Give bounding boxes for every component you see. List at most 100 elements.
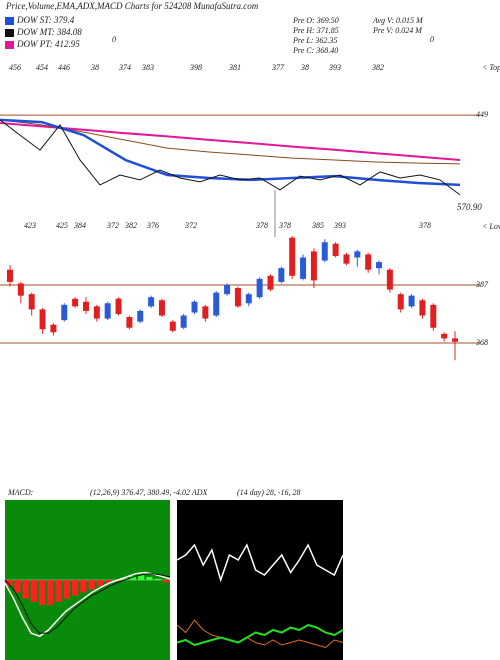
last-label: 570.90	[457, 202, 482, 212]
stat-label: Avg V: 0.015 M	[372, 16, 424, 25]
candle-body	[158, 300, 165, 316]
candle-body	[452, 338, 458, 342]
stat-label: Pre H: 371.85	[292, 26, 339, 35]
candle-body	[397, 294, 404, 310]
histogram-bar	[154, 578, 161, 580]
top-label: 377	[271, 63, 285, 72]
candle-body	[82, 301, 89, 311]
top-label: 38	[90, 63, 99, 72]
adx-panel	[177, 500, 343, 660]
series-line	[0, 118, 461, 187]
candle-body	[300, 257, 307, 279]
histogram-bar	[55, 580, 62, 602]
histogram-bar	[138, 575, 145, 580]
legend-swatch	[5, 17, 14, 25]
candle-body	[180, 315, 187, 328]
legend-label: DOW PT: 412.95	[16, 39, 80, 49]
candle-body	[419, 300, 426, 316]
histogram-bar	[162, 580, 169, 583]
stat-label: Pre L: 362.35	[292, 36, 337, 45]
histogram-bar	[105, 580, 112, 584]
macd-label: MACD:	[7, 488, 34, 497]
low-label: 382	[124, 221, 137, 230]
macd-text: (12,26,9) 376.47, 380.49, -4.02 ADX	[90, 488, 209, 497]
y-tick-label: 387	[475, 280, 489, 289]
histogram-bar	[22, 580, 29, 599]
legend-label: DOW ST: 379.4	[16, 15, 75, 25]
candle-body	[234, 288, 241, 307]
candle-body	[7, 269, 13, 282]
lows-label: < Lows	[482, 222, 500, 231]
low-label: 384	[73, 221, 86, 230]
candle-body	[115, 298, 122, 314]
stat-label: Pre C: 368.40	[292, 46, 338, 55]
histogram-bar	[39, 580, 46, 605]
histogram-bar	[146, 576, 153, 580]
legend-swatch	[5, 29, 14, 37]
top-label: 382	[371, 63, 384, 72]
candle-body	[191, 301, 198, 313]
candle-body	[376, 262, 383, 269]
top-label: 383	[141, 63, 154, 72]
candle-body	[245, 294, 252, 304]
series-line	[176, 619, 344, 649]
candle-body	[213, 292, 220, 316]
low-label: 385	[311, 221, 324, 230]
histogram-bar	[80, 580, 87, 593]
series-line	[4, 573, 171, 634]
candle-body	[278, 268, 285, 282]
candle-body	[267, 275, 274, 290]
candle-body	[408, 295, 415, 307]
top-label: 374	[118, 63, 131, 72]
low-label: 376	[146, 221, 159, 230]
histogram-bar	[121, 578, 128, 580]
histogram-bar	[30, 580, 37, 602]
low-label: 393	[333, 221, 346, 230]
stat-label: Pre V: 0.024 M	[372, 26, 423, 35]
series-line	[0, 122, 461, 161]
chart-title: Price,Volume,EMA,ADX,MACD Charts for 524…	[5, 1, 259, 11]
candle-body	[430, 304, 437, 328]
histogram-bar	[6, 580, 13, 587]
candle-body	[104, 303, 111, 319]
candle-body	[72, 298, 79, 307]
top-label: 393	[328, 63, 341, 72]
candle-body	[332, 243, 339, 256]
candle-body	[289, 237, 296, 276]
low-label: 378	[278, 221, 291, 230]
candle-body	[17, 283, 24, 296]
candle-body	[28, 294, 35, 310]
series-line	[176, 543, 344, 583]
low-label: 378	[418, 221, 431, 230]
candle-body	[169, 321, 176, 331]
histogram-bar	[129, 576, 136, 580]
candle-body	[321, 242, 328, 261]
histogram-bar	[88, 580, 95, 590]
candle-body	[93, 306, 100, 319]
candle-body	[310, 251, 317, 281]
candle-body	[50, 324, 57, 333]
candle-body	[224, 284, 231, 295]
legend-label: DOW MT: 384.08	[16, 27, 82, 37]
top-label: 454	[36, 63, 48, 72]
top-label: 38	[300, 63, 309, 72]
series-line	[0, 119, 461, 165]
top-label: 398	[189, 63, 202, 72]
candle-body	[39, 309, 46, 330]
top-label: 381	[228, 63, 241, 72]
zero-mark: 0	[430, 35, 434, 44]
candle-body	[256, 278, 263, 298]
histogram-bar	[96, 580, 103, 587]
candle-body	[148, 297, 155, 307]
candle-body	[365, 254, 372, 270]
histogram-bar	[14, 580, 21, 593]
legend-swatch	[5, 41, 14, 49]
candle-body	[343, 254, 350, 264]
y-tick-label: 368	[475, 338, 488, 347]
low-label: 378	[255, 221, 268, 230]
series-line	[176, 623, 344, 647]
candle-body	[126, 317, 133, 328]
histogram-bar	[63, 580, 70, 599]
low-label: 425	[56, 221, 68, 230]
candle-body	[137, 310, 144, 322]
